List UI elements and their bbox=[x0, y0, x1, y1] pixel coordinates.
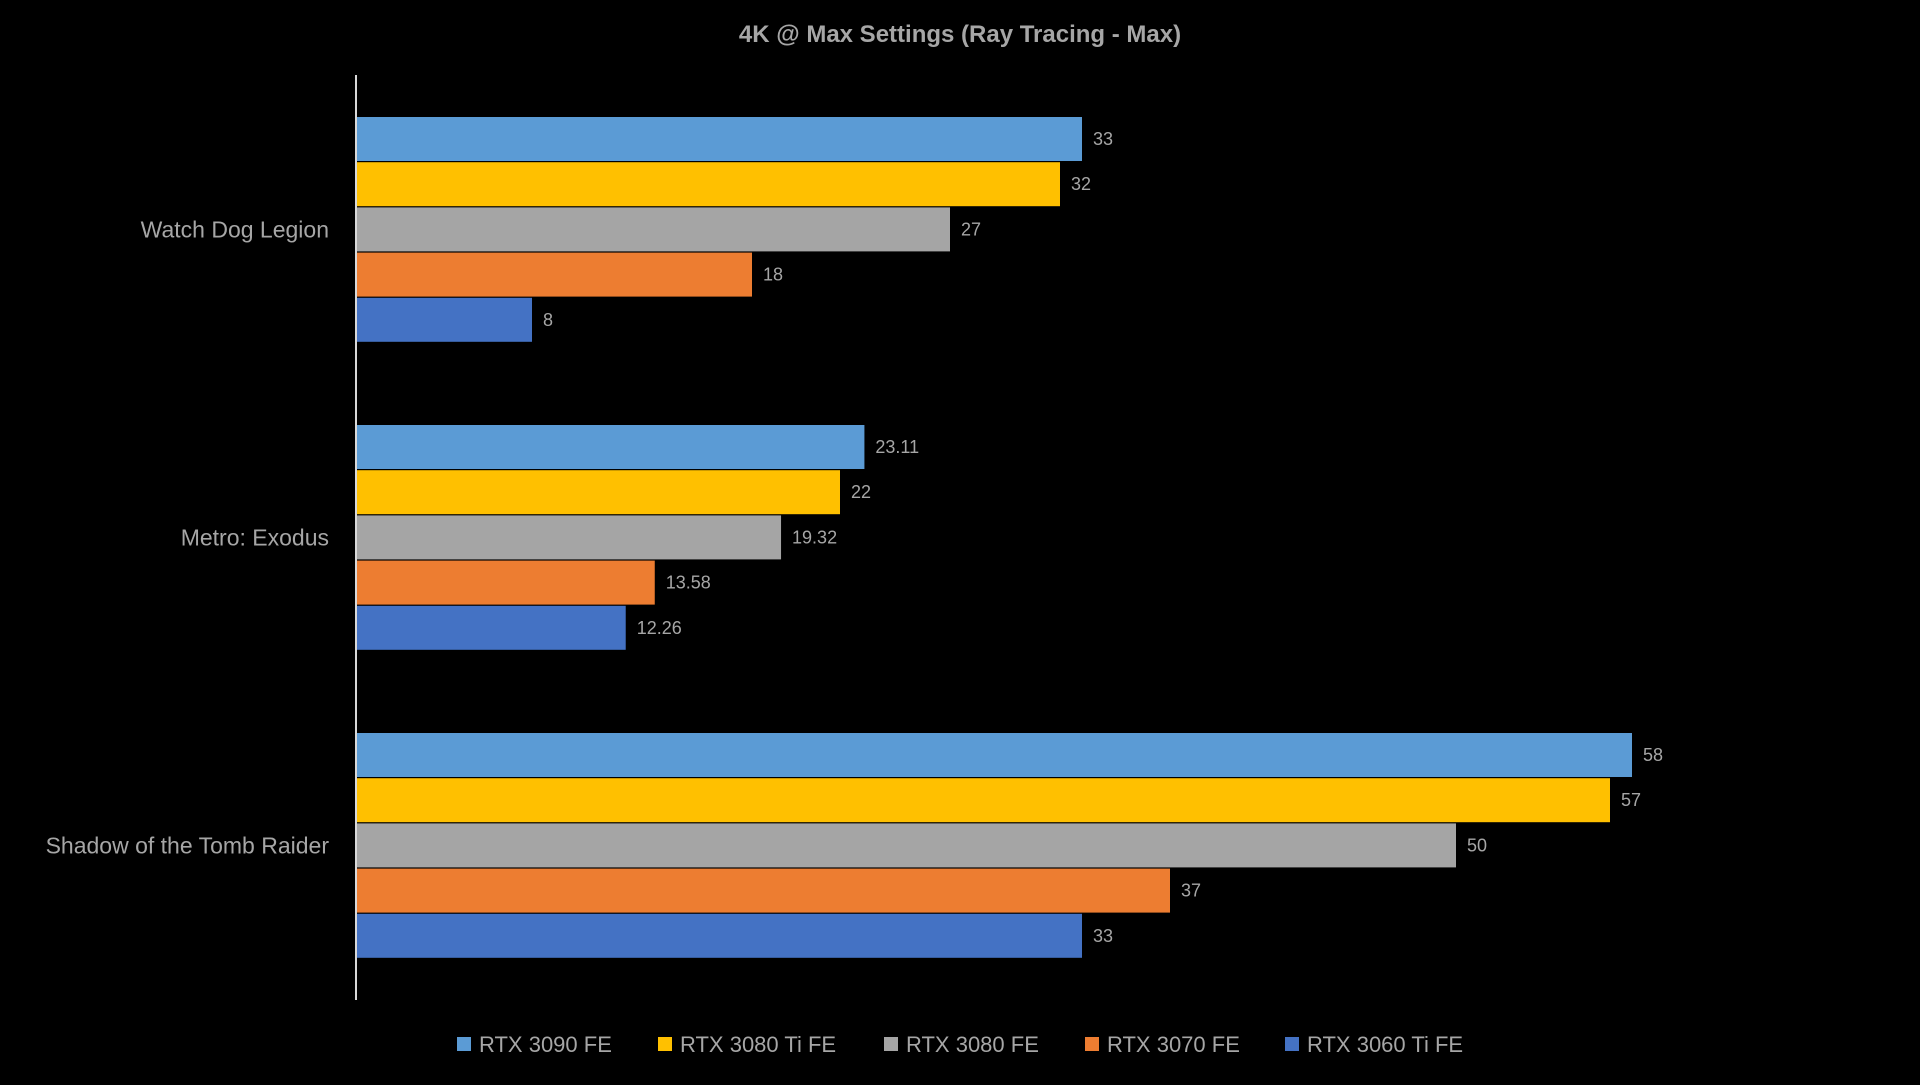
bar-1-2 bbox=[356, 515, 782, 560]
bar-1-4 bbox=[356, 605, 626, 650]
data-label-1-2: 19.32 bbox=[792, 527, 837, 547]
legend-swatch-0 bbox=[457, 1037, 471, 1051]
legend-swatch-3 bbox=[1085, 1037, 1099, 1051]
legend-swatch-2 bbox=[884, 1037, 898, 1051]
legend: RTX 3090 FE RTX 3080 Ti FE RTX 3080 FE RTX … bbox=[457, 1032, 1463, 1057]
bar-1-1 bbox=[356, 470, 840, 515]
bars-layer bbox=[356, 117, 1632, 958]
legend-label-3: RTX 3070 FE bbox=[1107, 1032, 1240, 1057]
data-label-0-4: 8 bbox=[543, 310, 553, 330]
data-label-2-2: 50 bbox=[1467, 835, 1487, 855]
value-labels-layer: 33 32 27 18 8 23.11 22 19.32 13.58 12.26 58 57 50 37 3… bbox=[543, 129, 1663, 946]
legend-label-1: RTX 3080 Ti FE bbox=[680, 1032, 836, 1057]
bar-2-1 bbox=[356, 778, 1610, 823]
bar-1-3 bbox=[356, 560, 655, 605]
data-label-1-3: 13.58 bbox=[666, 573, 711, 593]
data-label-1-4: 12.26 bbox=[637, 618, 682, 638]
bar-2-2 bbox=[356, 823, 1456, 868]
data-label-2-1: 57 bbox=[1621, 790, 1641, 810]
chart-title: 4K @ Max Settings (Ray Tracing - Max) bbox=[739, 21, 1181, 48]
legend-label-0: RTX 3090 FE bbox=[479, 1032, 612, 1057]
data-label-2-0: 58 bbox=[1643, 745, 1663, 765]
bar-0-0 bbox=[356, 117, 1082, 161]
bar-0-4 bbox=[356, 297, 532, 342]
bar-0-2 bbox=[356, 207, 950, 252]
bar-1-0 bbox=[356, 425, 865, 469]
category-label-0: Watch Dog Legion bbox=[141, 216, 329, 242]
legend-label-4: RTX 3060 Ti FE bbox=[1307, 1032, 1463, 1057]
bar-0-3 bbox=[356, 252, 752, 297]
legend-swatch-4 bbox=[1285, 1037, 1299, 1051]
data-label-2-4: 33 bbox=[1093, 926, 1113, 946]
bar-0-1 bbox=[356, 162, 1060, 207]
legend-swatch-1 bbox=[658, 1037, 672, 1051]
data-label-0-0: 33 bbox=[1093, 129, 1113, 149]
data-label-0-1: 32 bbox=[1071, 174, 1091, 194]
legend-label-2: RTX 3080 FE bbox=[906, 1032, 1039, 1057]
data-label-2-3: 37 bbox=[1181, 881, 1201, 901]
bar-2-4 bbox=[356, 913, 1082, 958]
data-label-1-1: 22 bbox=[851, 482, 871, 502]
category-labels-layer: Watch Dog Legion Metro: Exodus Shadow of t… bbox=[46, 216, 330, 858]
bar-2-0 bbox=[356, 733, 1632, 777]
bar-2-3 bbox=[356, 868, 1170, 913]
category-label-1: Metro: Exodus bbox=[181, 524, 329, 550]
data-label-0-2: 27 bbox=[961, 219, 981, 239]
category-label-2: Shadow of the Tomb Raider bbox=[46, 832, 330, 858]
data-label-0-3: 18 bbox=[763, 265, 783, 285]
data-label-1-0: 23.11 bbox=[875, 437, 919, 457]
